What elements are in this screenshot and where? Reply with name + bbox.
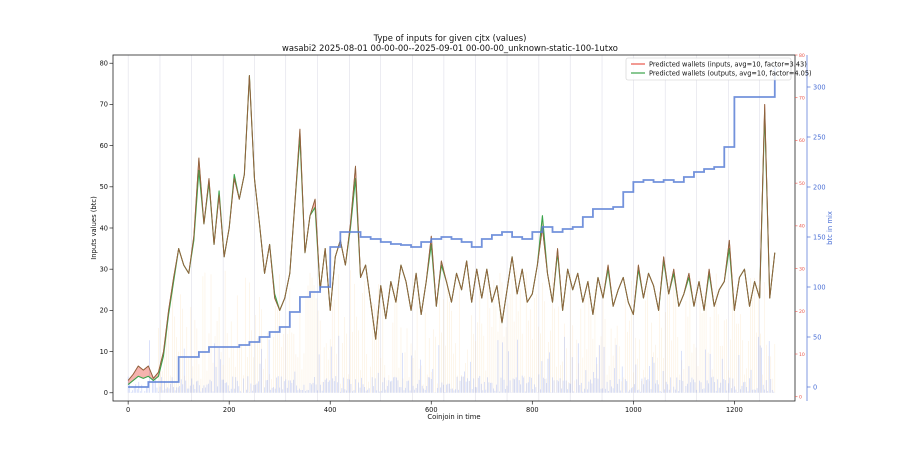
y-tick-label: 40 — [100, 224, 108, 232]
x-tick-label: 600 — [425, 406, 438, 414]
y-tick-label: 0 — [104, 389, 108, 397]
x-axis-ticks: 0 200 400 600 800 1000 1200 — [126, 401, 743, 414]
x-tick-label: 1000 — [625, 406, 642, 414]
x-tick-label: 400 — [324, 406, 337, 414]
y2-tick-label: 300 — [813, 83, 826, 91]
y-tick-label: 60 — [100, 142, 108, 150]
y2-tick-label: 0 — [813, 383, 817, 391]
y-tick-label: 10 — [100, 348, 108, 356]
x-tick-label: 0 — [126, 406, 130, 414]
y2-axis-ticks: 0 50 100 150 200 250 300 — [806, 55, 826, 401]
y2-axis-label: btc in mix — [826, 211, 834, 245]
x-tick-label: 1200 — [726, 406, 743, 414]
y-tick-label: 70 — [100, 101, 108, 109]
x-axis-label: Coinjoin in time — [427, 413, 480, 421]
y-tick-label: 80 — [100, 60, 108, 68]
x-tick-label: 200 — [223, 406, 236, 414]
y3-tick-label: 20 — [799, 309, 805, 315]
y-tick-label: 20 — [100, 307, 108, 315]
y3-axis-ticks: 0 10 20 30 40 50 60 70 80 — [795, 53, 805, 401]
x-tick-label: 800 — [526, 406, 539, 414]
chart-subtitle: wasabi2 2025-08-01 00-00-00--2025-09-01 … — [282, 43, 618, 53]
legend-label-outputs: Predicted wallets (outputs, avg=10, fact… — [649, 70, 812, 78]
y3-tick-label: 70 — [799, 96, 805, 102]
chart-title: Type of inputs for given cjtx (values) — [373, 33, 527, 43]
legend: Predicted wallets (inputs, avg=10, facto… — [625, 57, 812, 81]
y3-tick-label: 80 — [799, 53, 805, 59]
legend-box — [625, 57, 792, 81]
y3-tick-label: 40 — [799, 224, 805, 230]
legend-label-inputs: Predicted wallets (inputs, avg=10, facto… — [649, 61, 807, 69]
y-axis-ticks: 0 10 20 30 40 50 60 70 80 — [100, 60, 113, 397]
y2-tick-label: 200 — [813, 183, 826, 191]
y2-tick-label: 250 — [813, 133, 826, 141]
overlap-line — [127, 75, 776, 381]
y3-tick-label: 50 — [799, 181, 805, 187]
y2-tick-label: 50 — [813, 333, 821, 341]
y2-tick-label: 150 — [813, 233, 826, 241]
y3-tick-label: 30 — [799, 266, 805, 272]
y3-tick-label: 10 — [799, 352, 805, 358]
y3-tick-label: 0 — [799, 395, 802, 401]
btc-in-mix-line — [128, 67, 776, 388]
y-tick-label: 50 — [100, 183, 108, 191]
plot-area — [127, 55, 776, 401]
y-axis-label: Inputs values (btc) — [90, 196, 98, 260]
y3-tick-label: 60 — [799, 138, 805, 144]
y-tick-label: 30 — [100, 265, 108, 273]
y2-tick-label: 100 — [813, 283, 826, 291]
